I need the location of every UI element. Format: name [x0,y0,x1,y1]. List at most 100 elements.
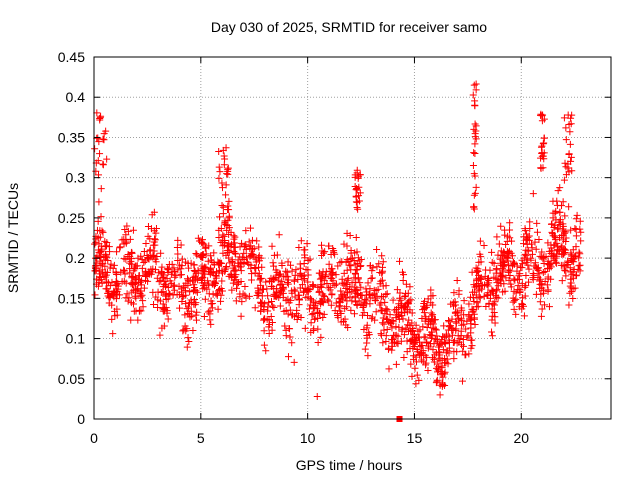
data-point [488,332,496,340]
data-point [486,294,494,302]
data-point [543,281,551,289]
data-point [328,291,336,299]
data-point [290,276,298,284]
data-point [363,324,371,332]
data-point [491,313,499,321]
data-point [484,289,492,297]
data-point [301,285,309,293]
data-point [121,270,129,278]
data-point [535,235,543,243]
data-point [127,299,135,307]
data-point [576,250,584,258]
data-point [133,285,141,293]
data-point [204,257,212,265]
axis-ticks [93,56,611,420]
data-point [451,298,459,306]
data-point [206,316,214,324]
data-point [170,264,178,272]
data-point [526,218,534,226]
data-point [525,278,533,286]
data-point [472,86,480,94]
data-point [160,322,168,330]
data-point [100,136,108,144]
data-point [337,309,345,317]
data-point [549,252,557,260]
data-point [254,291,262,299]
data-point [281,322,289,330]
y-tick-label: 0.45 [58,49,85,65]
data-point [261,315,269,323]
data-point [549,230,557,238]
data-point [550,256,558,264]
data-point [319,290,327,298]
data-point [351,261,359,269]
plot-frame [93,56,612,420]
data-point [450,338,458,346]
data-point [388,342,396,350]
data-point [564,257,572,265]
data-point [442,332,450,340]
data-point [309,281,317,289]
data-point [288,339,296,347]
data-point [331,250,339,258]
data-point [351,183,359,191]
data-point [562,163,570,171]
data-point [166,277,174,285]
data-point [245,292,253,300]
data-point [450,289,458,297]
data-point [224,165,232,173]
data-point [284,295,292,303]
data-point [536,298,544,306]
data-point [399,277,407,285]
data-point [157,249,165,257]
data-point [217,297,225,305]
data-point [468,336,476,344]
data-point [447,300,455,308]
data-point [198,276,206,284]
data-point [140,247,148,255]
data-point [512,310,520,318]
data-point [132,280,140,288]
data-point [153,274,161,282]
data-point [185,337,193,345]
data-point [232,297,240,305]
data-point [428,312,436,320]
data-point [173,243,181,251]
data-point [477,258,485,266]
data-point [499,272,507,280]
data-point [362,297,370,305]
data-point [474,302,482,310]
data-point [343,242,351,250]
data-point [208,268,216,276]
data-point [473,267,481,275]
data-point [395,300,403,308]
data-point [219,210,227,218]
data-point [331,281,339,289]
data-point [342,321,350,329]
data-point [569,268,577,276]
data-point [375,260,383,268]
data-point [519,300,527,308]
data-point [184,334,192,342]
data-point [118,236,126,244]
data-point [459,342,467,350]
data-point [529,270,537,278]
data-point [270,303,278,311]
data-point [147,225,155,233]
data-point [539,289,547,297]
data-point [183,343,191,351]
data-point [509,260,517,268]
data-point [302,266,310,274]
data-point [560,245,568,253]
data-point [201,263,209,271]
data-point [212,272,220,280]
data-point [539,268,547,276]
data-point [103,285,111,293]
data-point [116,291,124,299]
data-point [537,111,545,119]
data-point [99,228,107,236]
data-point [217,224,225,232]
data-point [225,212,233,220]
data-point [453,277,461,285]
data-point [494,282,502,290]
